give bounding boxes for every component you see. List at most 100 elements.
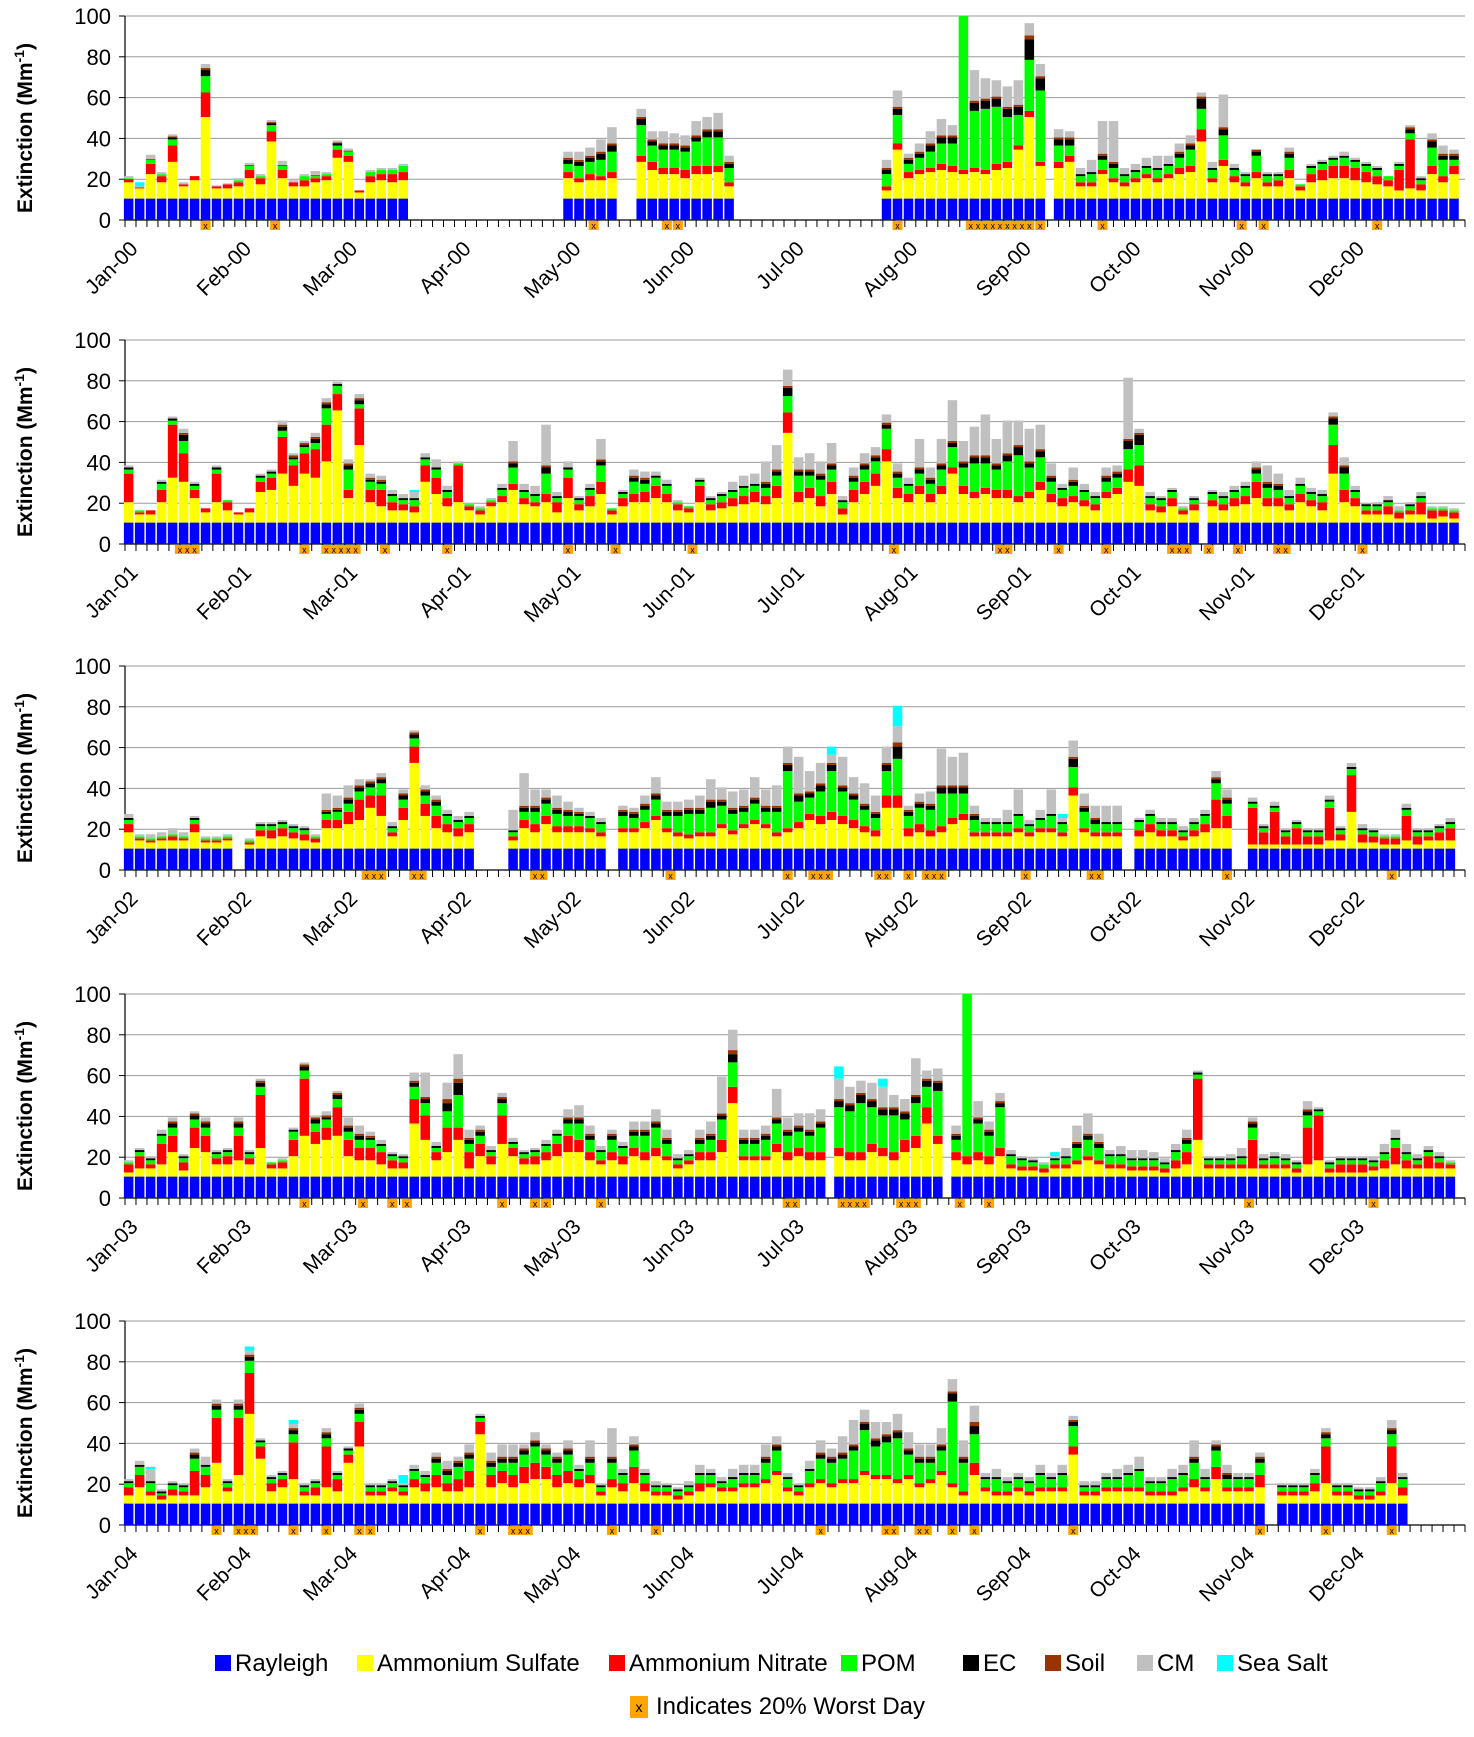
bar-pom: [771, 475, 782, 486]
worst-day-marker: [790, 1199, 800, 1208]
bar-pom: [200, 1466, 211, 1476]
bar-ec: [640, 1131, 650, 1136]
bar-soil: [936, 785, 947, 788]
worst-day-marker: [1101, 545, 1112, 554]
bar-rayleigh: [332, 1176, 343, 1198]
y-tick-label: 0: [99, 858, 111, 883]
bar-ec: [1185, 145, 1196, 150]
bar-ec: [859, 465, 870, 470]
bar-ec: [453, 820, 463, 823]
bar-ec: [1090, 1485, 1100, 1488]
bar-cm: [1017, 1156, 1027, 1159]
bar-cm: [123, 1479, 134, 1482]
bar-cm: [804, 453, 815, 470]
bar-cm: [409, 491, 419, 499]
bar-ec: [530, 807, 540, 812]
bar-rayleigh: [662, 848, 672, 870]
bar-pom: [651, 799, 661, 816]
y-tick-label: 100: [74, 654, 111, 679]
bar-ammonium-sulfate: [636, 161, 646, 199]
bar-pom: [958, 793, 969, 814]
bar-ec: [859, 805, 870, 810]
bar-ammonium-nitrate: [728, 830, 738, 835]
bar-pom: [914, 157, 925, 171]
bar-pom: [1112, 1479, 1122, 1488]
bar-soil: [409, 1080, 419, 1083]
bar-cm: [815, 1440, 826, 1453]
bar-rayleigh: [585, 848, 595, 870]
bar-ec: [1200, 813, 1210, 816]
bar-ammonium-sulfate: [695, 1160, 705, 1177]
bar-rayleigh: [936, 1503, 947, 1525]
bar-ammonium-sulfate: [738, 1160, 749, 1177]
bar-cm: [1306, 163, 1316, 166]
bar-ammonium-nitrate: [354, 1421, 365, 1447]
bar-rayleigh: [870, 1503, 881, 1525]
bar-ammonium-sulfate: [640, 1491, 650, 1504]
y-tick-label: 0: [99, 532, 111, 557]
month-label: Dec-04: [1305, 1542, 1369, 1606]
bar-ammonium-nitrate: [1412, 1164, 1423, 1169]
worst-day-marker: [537, 871, 548, 880]
bar-ec: [1291, 822, 1302, 825]
bar-ec: [1050, 1158, 1060, 1161]
bar-pom: [1178, 1475, 1188, 1488]
bar-ammonium-nitrate: [1236, 1164, 1247, 1169]
bar-rayleigh: [574, 198, 584, 220]
bar-ammonium-sulfate: [903, 502, 914, 523]
bar-rayleigh: [1079, 522, 1089, 544]
bar-ammonium-nitrate: [1105, 1164, 1115, 1169]
bar-pom: [1405, 133, 1415, 140]
bar-ec: [1434, 826, 1445, 829]
bar-rayleigh: [1141, 198, 1152, 220]
bar-rayleigh: [431, 1176, 441, 1198]
bar-cm: [903, 1432, 914, 1449]
bar-cm: [771, 1088, 782, 1118]
bar-rayleigh: [903, 522, 914, 544]
bar-pom: [870, 1446, 881, 1476]
bar-ammonium-nitrate: [1361, 510, 1371, 515]
bar-cm: [991, 80, 1002, 97]
bar-cm: [760, 1444, 771, 1457]
bar-ec: [892, 108, 903, 115]
bar-pom: [1097, 159, 1108, 171]
bar-ammonium-nitrate: [1357, 1164, 1368, 1173]
bar-rayleigh: [1156, 848, 1166, 870]
bar-cm: [658, 131, 668, 144]
bar-rayleigh: [123, 522, 134, 544]
worst-day-x: x: [273, 221, 278, 231]
worst-day-marker: [270, 221, 281, 230]
bar-ec: [1035, 817, 1046, 821]
bar-pom: [673, 1160, 683, 1165]
bar-ammonium-nitrate: [673, 1495, 683, 1500]
bar-pom: [870, 817, 881, 831]
bar-ammonium-nitrate: [936, 485, 947, 495]
bar-rayleigh: [958, 522, 969, 544]
bar-cm: [845, 1086, 855, 1104]
bar-ammonium-nitrate: [1189, 504, 1199, 511]
bar-ammonium-sulfate: [713, 172, 723, 199]
bar-soil: [1013, 445, 1024, 448]
bar-soil: [834, 1099, 844, 1102]
bar-ammonium-nitrate: [266, 477, 277, 490]
bar-rayleigh: [563, 848, 573, 870]
bar-ammonium-nitrate: [673, 832, 683, 837]
bar-pom: [244, 840, 255, 843]
bar-cm: [771, 445, 782, 470]
bar-soil: [1251, 467, 1262, 470]
bar-ammonium-nitrate: [332, 1107, 343, 1136]
bar-ammonium-nitrate: [1262, 182, 1273, 187]
bar-ammonium-sulfate: [541, 824, 551, 849]
bar-soil: [903, 157, 914, 160]
bar-cm: [541, 1139, 551, 1144]
bar-ammonium-nitrate: [310, 1131, 321, 1144]
bar-ammonium-sulfate: [958, 820, 969, 849]
bar-rayleigh: [1306, 522, 1316, 544]
bar-rayleigh: [255, 848, 266, 870]
bar-ec: [706, 801, 716, 808]
bar-soil: [1072, 1141, 1082, 1144]
bar-rayleigh: [995, 1176, 1005, 1198]
bar-ec: [475, 1415, 485, 1418]
bar-ammonium-nitrate: [804, 1483, 815, 1488]
bar-ammonium-nitrate: [134, 1475, 145, 1488]
